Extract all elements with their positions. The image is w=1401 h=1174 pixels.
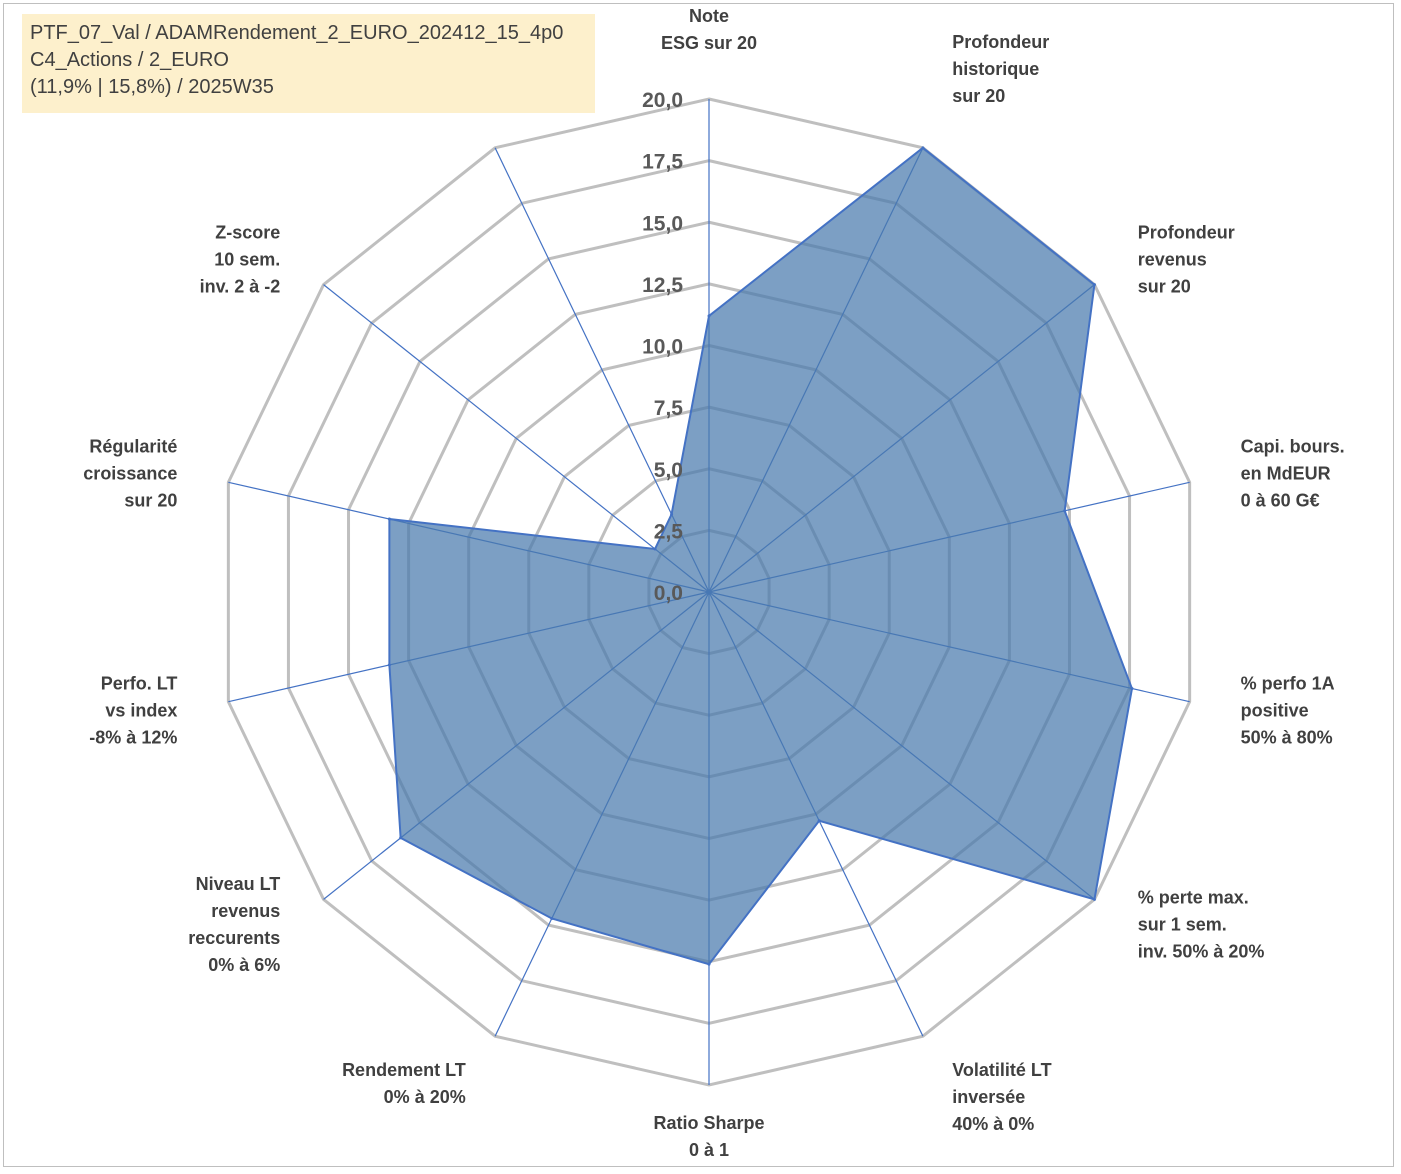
axis-label-line: Capi. bours. <box>1241 436 1345 456</box>
axis-label-8: Rendement LT 0% à 20% <box>342 1060 466 1107</box>
axis-label-line: Rendement LT <box>342 1060 466 1080</box>
series-point-5 <box>1092 897 1096 901</box>
axis-label-line: Note <box>689 6 729 26</box>
axis-label-line: 0 à 60 G€ <box>1241 490 1320 510</box>
axis-label-line: revenus <box>1138 250 1207 270</box>
axis-label-line: sur 20 <box>124 490 177 510</box>
tick-label: 15,0 <box>642 212 683 235</box>
tick-label: 2,5 <box>654 520 684 543</box>
series-point-2 <box>1092 283 1096 287</box>
series-point-4 <box>1130 687 1134 691</box>
series-point-13 <box>670 512 674 516</box>
portfolio-category: C4_Actions / 2_EURO <box>30 49 229 71</box>
axis-label-line: Niveau LT <box>196 874 281 894</box>
axis-label-line: 0% à 20% <box>384 1087 466 1107</box>
axis-label-line: 50% à 80% <box>1241 728 1333 748</box>
axis-label-line: historique <box>952 59 1039 79</box>
axis-label-line: reccurents <box>188 928 280 948</box>
radar-series <box>387 146 1134 966</box>
axis-label-line: -8% à 12% <box>89 728 177 748</box>
tick-label: 0,0 <box>654 582 683 605</box>
axis-label-line: Z-score <box>215 223 280 243</box>
axis-label-line: Ratio Sharpe <box>653 1113 764 1133</box>
axis-label-line: inversée <box>952 1087 1025 1107</box>
axis-label-line: % perte max. <box>1138 887 1249 907</box>
axis-label-line: sur 1 sem. <box>1138 914 1227 934</box>
axis-label-line: croissance <box>83 463 177 483</box>
series-area <box>388 146 1133 966</box>
axis-label-1: Profondeur historique sur 20 <box>952 32 1049 106</box>
axis-label-line: sur 20 <box>1138 277 1191 297</box>
chart-border <box>3 3 1394 1167</box>
series-point-6 <box>817 819 821 823</box>
series-point-11 <box>387 517 391 521</box>
tick-label: 5,0 <box>654 459 683 482</box>
series-point-3 <box>1063 509 1067 513</box>
tick-label: 20,0 <box>642 89 683 112</box>
axis-label-3: Capi. bours. en MdEUR 0 à 60 G€ <box>1241 436 1345 510</box>
axis-label-line: en MdEUR <box>1241 463 1331 483</box>
tick-label: 12,5 <box>642 274 683 297</box>
axis-label-7: Ratio Sharpe 0 à 1 <box>653 1113 764 1160</box>
tick-label: 10,0 <box>642 336 683 359</box>
axis-label-line: ESG sur 20 <box>661 33 757 53</box>
series-point-8 <box>550 916 554 920</box>
axis-label-2: Profondeur revenus sur 20 <box>1138 223 1235 297</box>
axis-label-10: Perfo. LT vs index -8% à 12% <box>89 674 177 748</box>
axis-label-4: % perfo 1A positive 50% à 80% <box>1241 674 1335 748</box>
axis-label-line: 40% à 0% <box>952 1114 1034 1134</box>
axis-label-line: Perfo. LT <box>101 674 178 694</box>
axis-label-line: 0% à 6% <box>208 955 280 975</box>
radar-tick-labels: 0,0 2,5 5,0 7,5 10,0 12,5 15,0 17,5 20,0 <box>642 89 683 605</box>
axis-label-line: inv. 50% à 20% <box>1138 941 1265 961</box>
series-point-9 <box>399 836 403 840</box>
series-point-1 <box>921 146 925 150</box>
series-point-7 <box>707 962 711 966</box>
axis-label-line: positive <box>1241 701 1309 721</box>
series-point-10 <box>387 663 391 667</box>
axis-label-line: inv. 2 à -2 <box>200 277 281 297</box>
portfolio-info-box: PTF_07_Val / ADAMRendement_2_EURO_202412… <box>22 14 595 113</box>
axis-label-6: Volatilité LT inversée 40% à 0% <box>952 1060 1051 1134</box>
axis-label-line: vs index <box>105 701 177 721</box>
series-point-12 <box>653 547 657 551</box>
axis-label-line: Profondeur <box>952 32 1049 52</box>
tick-label: 7,5 <box>654 397 684 420</box>
axis-label-line: Régularité <box>89 436 177 456</box>
axis-label-5: % perte max. sur 1 sem. inv. 50% à 20% <box>1138 887 1265 961</box>
axis-label-line: sur 20 <box>952 86 1005 106</box>
axis-label-line: 0 à 1 <box>689 1140 729 1160</box>
axis-label-0: Note ESG sur 20 <box>661 6 757 53</box>
axis-label-line: revenus <box>211 901 280 921</box>
axis-label-line: % perfo 1A <box>1241 674 1335 694</box>
axis-label-line: Volatilité LT <box>952 1060 1051 1080</box>
portfolio-stats: (11,9% | 15,8%) / 2025W35 <box>30 76 274 98</box>
series-point-0 <box>707 314 711 318</box>
spoke-12 <box>323 284 710 593</box>
portfolio-name: PTF_07_Val / ADAMRendement_2_EURO_202412… <box>30 22 564 44</box>
axis-label-line: Profondeur <box>1138 223 1235 243</box>
axis-label-12: Z-score 10 sem. inv. 2 à -2 <box>200 223 281 297</box>
tick-label: 17,5 <box>642 151 683 174</box>
axis-label-9: Niveau LT revenus reccurents 0% à 6% <box>188 874 280 975</box>
axis-label-line: 10 sem. <box>214 250 280 270</box>
axis-label-11: Régularité croissance sur 20 <box>83 436 177 510</box>
